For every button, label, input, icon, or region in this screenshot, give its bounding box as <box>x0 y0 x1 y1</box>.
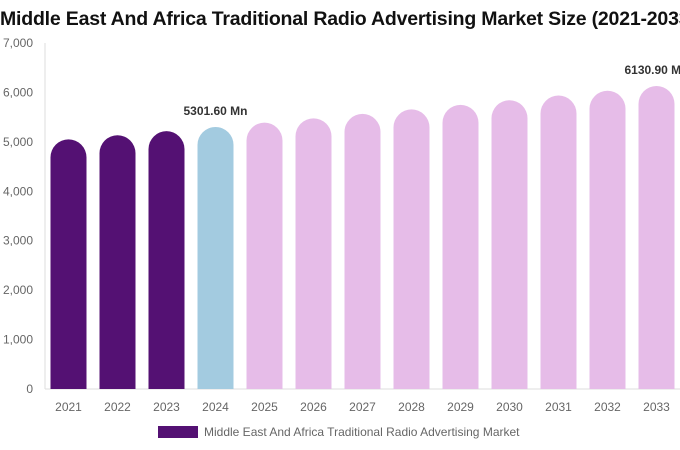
x-tick-label: 2024 <box>202 400 229 414</box>
bar-2030 <box>491 100 528 390</box>
legend-label: Middle East And Africa Traditional Radio… <box>204 425 520 439</box>
y-tick-label: 5,000 <box>3 135 33 149</box>
y-tick-label: 1,000 <box>3 333 33 347</box>
bar-2022 <box>99 135 136 389</box>
bar-2032 <box>589 90 626 390</box>
x-tick-label: 2033 <box>643 400 670 414</box>
bar-2033 <box>638 85 675 390</box>
data-label-2033: 6130.90 Mn <box>624 63 680 77</box>
bar-2021 <box>50 139 87 389</box>
bar-2027 <box>344 113 381 389</box>
x-tick-label: 2021 <box>55 400 82 414</box>
x-tick-label: 2031 <box>545 400 572 414</box>
y-tick-label: 2,000 <box>3 283 33 297</box>
data-label-2024: 5301.60 Mn <box>183 104 247 118</box>
y-tick-label: 3,000 <box>3 234 33 248</box>
y-tick-label: 6,000 <box>3 85 33 99</box>
x-tick-label: 2027 <box>349 400 376 414</box>
bar-2029 <box>442 104 479 389</box>
x-tick-label: 2025 <box>251 400 278 414</box>
bar-2024 <box>197 126 234 389</box>
bar-2031 <box>540 95 577 390</box>
x-tick-label: 2029 <box>447 400 474 414</box>
y-tick-label: 7,000 <box>3 36 33 50</box>
bar-2026 <box>295 118 332 389</box>
bar-2025 <box>246 122 283 389</box>
y-tick-label: 0 <box>26 382 33 396</box>
x-tick-label: 2028 <box>398 400 425 414</box>
bar-2023 <box>148 131 185 389</box>
bar-2028 <box>393 109 430 389</box>
x-tick-label: 2022 <box>104 400 131 414</box>
chart-title: Middle East And Africa Traditional Radio… <box>0 8 680 30</box>
x-tick-label: 2026 <box>300 400 327 414</box>
x-tick-label: 2032 <box>594 400 621 414</box>
x-tick-label: 2023 <box>153 400 180 414</box>
legend: Middle East And Africa Traditional Radio… <box>158 425 520 439</box>
x-tick-label: 2030 <box>496 400 523 414</box>
y-tick-label: 4,000 <box>3 184 33 198</box>
legend-swatch <box>158 426 198 438</box>
